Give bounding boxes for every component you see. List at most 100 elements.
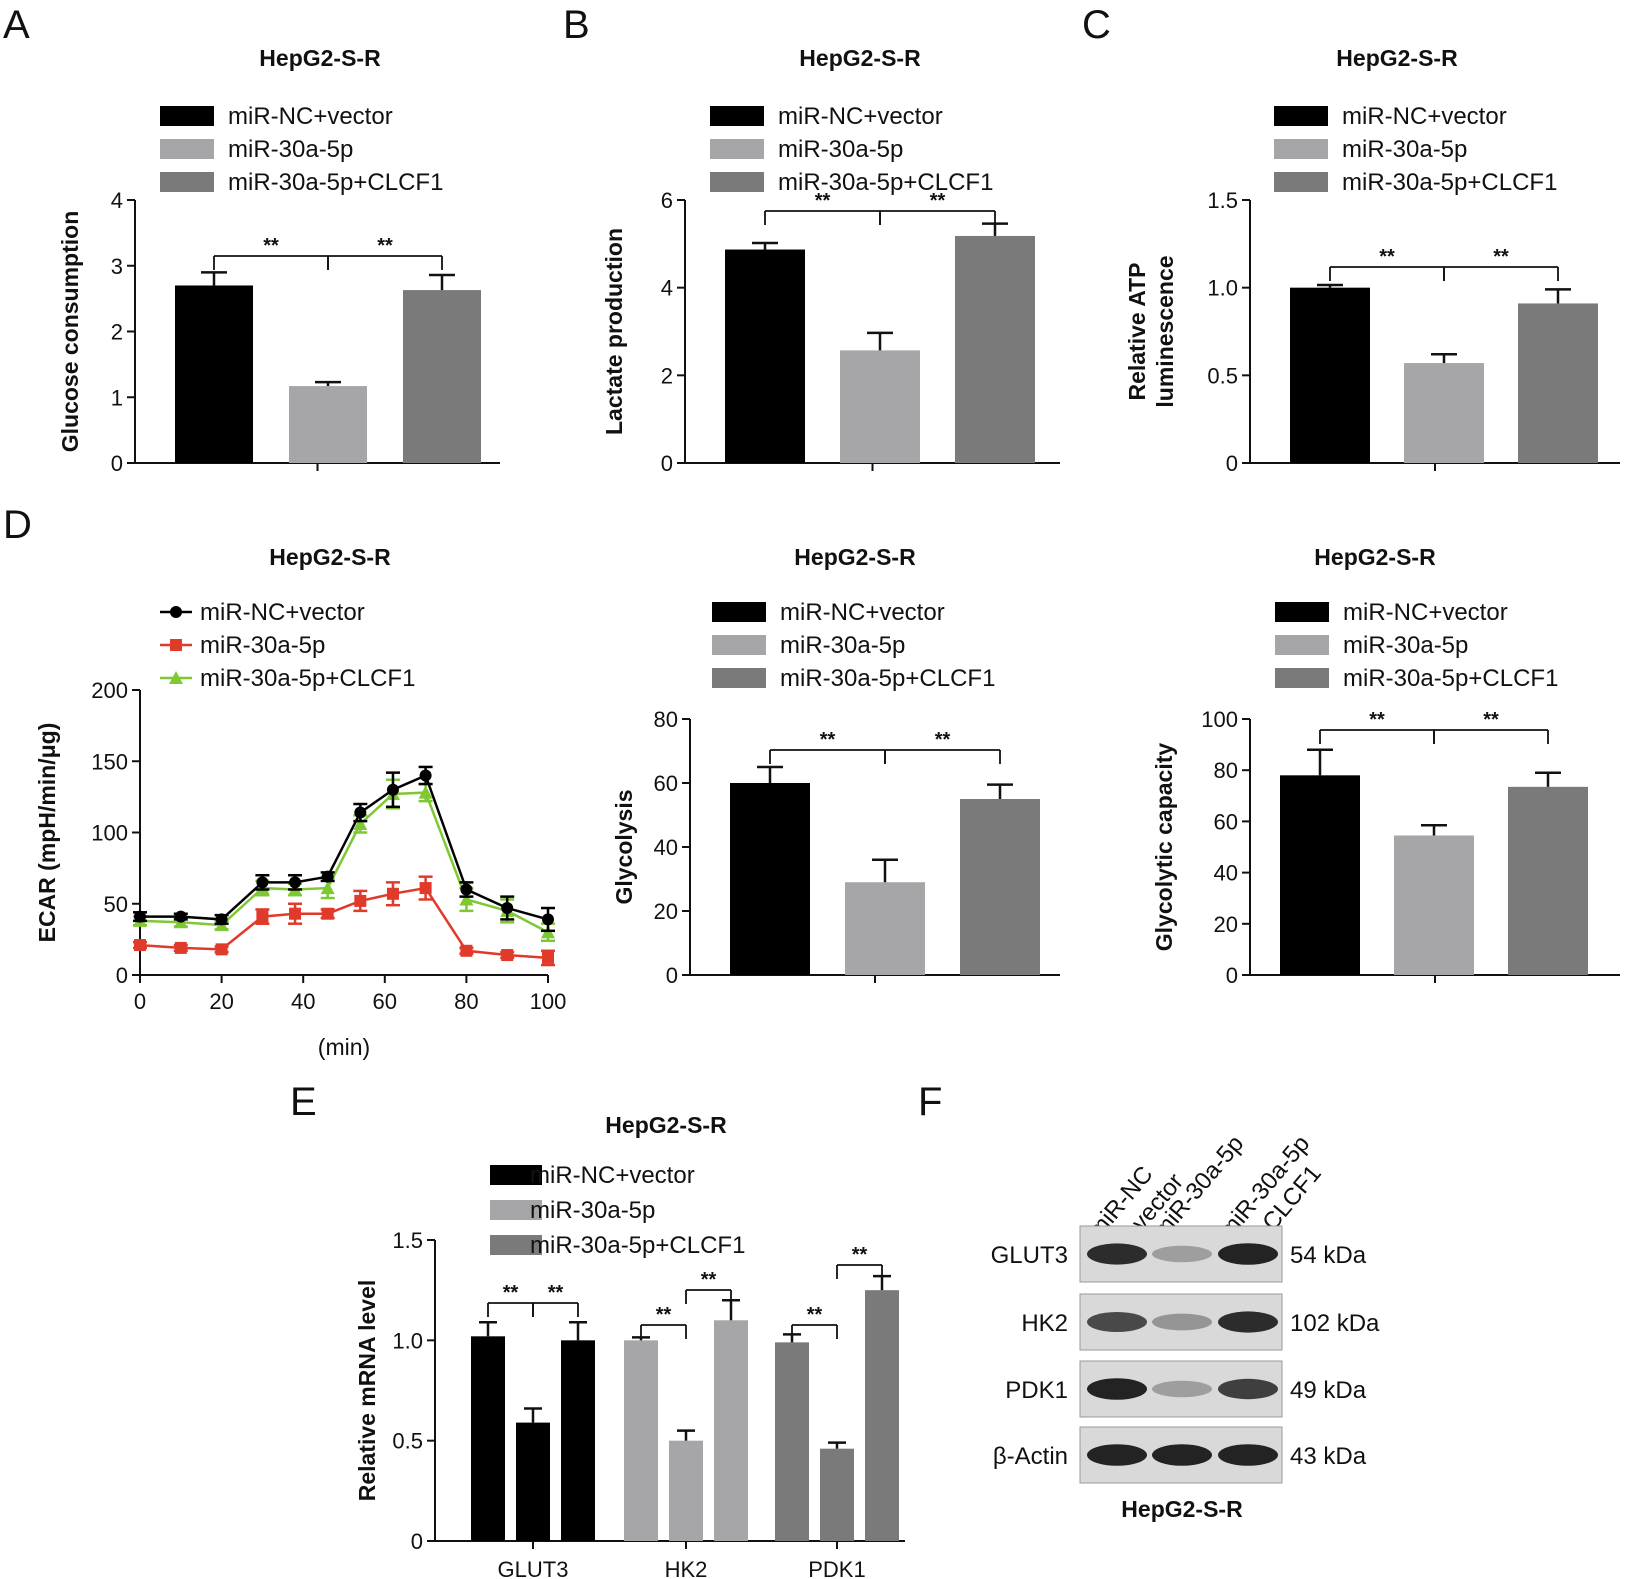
legend-label: miR-30a-5p+CLCF1 — [530, 1232, 745, 1259]
x-tick-label: 20 — [209, 989, 233, 1014]
y-tick-label: 0 — [116, 963, 128, 988]
blot-row: HK2 102 kDa — [1021, 1293, 1380, 1351]
error-bar — [1545, 288, 1571, 304]
x-tick-label: 60 — [373, 989, 397, 1014]
blot-title: HepG2-S-R — [1121, 1496, 1243, 1522]
bar-group-pdk1: PDK1 ** ** — [775, 1244, 899, 1579]
y-tick-label: 1.0 — [392, 1328, 423, 1353]
legend-swatch — [712, 602, 766, 622]
y-tick-label: 4 — [111, 188, 123, 213]
y-tick-label: 200 — [91, 678, 128, 703]
bar — [1404, 363, 1484, 463]
data-point — [354, 806, 367, 819]
legend-label: miR-30a-5p — [780, 632, 905, 659]
significance-bracket: ** — [879, 190, 996, 225]
y-tick-label: 1.5 — [392, 1228, 423, 1253]
error-bar — [1307, 748, 1333, 776]
significance-bracket: ** — [1443, 246, 1559, 281]
legend-label: miR-NC+vector — [1342, 103, 1507, 130]
chart-panel-b: HepG2-S-R miR-NC+vector miR-30a-5p miR-30a-… — [601, 45, 1060, 476]
bar — [775, 1342, 809, 1541]
x-tick-label: 0 — [134, 989, 146, 1014]
y-tick-label: 20 — [1214, 912, 1238, 937]
blot-row: β-Actin 43 kDa — [993, 1426, 1367, 1484]
significance-label: ** — [656, 1304, 672, 1326]
protein-band — [1218, 1311, 1278, 1333]
y-axis-label: Glycolysis — [611, 789, 637, 904]
data-point — [501, 949, 514, 962]
data-point — [542, 913, 554, 926]
y-tick-label: 0 — [666, 963, 678, 988]
panel-letter-f: F — [918, 1080, 942, 1124]
protein-band — [1218, 1243, 1278, 1265]
y-tick-label: 80 — [1214, 758, 1238, 783]
bar — [1394, 835, 1474, 975]
legend-swatch — [1275, 602, 1329, 622]
series-2 — [133, 875, 555, 967]
chart-title: HepG2-S-R — [794, 544, 916, 570]
legend-swatch — [710, 172, 764, 192]
y-tick-label: 20 — [654, 899, 678, 924]
y-tick-label: 0 — [1226, 963, 1238, 988]
data-point — [418, 785, 433, 799]
significance-label: ** — [807, 1304, 823, 1326]
protein-band — [1087, 1243, 1147, 1265]
bar — [840, 350, 920, 463]
error-bar — [479, 1321, 497, 1337]
significance-label: ** — [1369, 709, 1385, 731]
legend-marker — [170, 639, 182, 651]
y-tick-label: 0.5 — [1207, 363, 1238, 388]
data-point — [353, 816, 368, 830]
y-tick-label: 100 — [1201, 707, 1238, 732]
legend-label: miR-NC+vector — [778, 103, 943, 130]
y-tick-label: 1.5 — [1207, 188, 1238, 213]
chart-panel-c: HepG2-S-R miR-NC+vector miR-30a-5p miR-30a-… — [1124, 45, 1620, 476]
legend-label: miR-NC+vector — [1343, 599, 1508, 626]
bar — [516, 1422, 550, 1541]
y-tick-label: 0 — [111, 451, 123, 476]
bar — [725, 249, 805, 463]
legend-swatch — [1274, 106, 1328, 126]
chart-panel-e: HepG2-S-R miR-NC+vector miR-30a-5p miR-30a-… — [354, 1112, 905, 1579]
chart-title: HepG2-S-R — [1336, 45, 1458, 71]
legend-label: miR-30a-5p+CLCF1 — [780, 665, 995, 692]
legend-label: miR-30a-5p — [200, 632, 325, 659]
bar — [289, 386, 367, 463]
bar — [1508, 786, 1588, 975]
data-point — [289, 876, 302, 889]
y-axis-label: Glycolytic capacity — [1151, 743, 1177, 952]
legend-label: miR-30a-5p+CLCF1 — [1343, 665, 1558, 692]
legend-label: miR-30a-5p — [1342, 136, 1467, 163]
y-tick-label: 80 — [654, 707, 678, 732]
data-point — [354, 894, 367, 907]
bar — [471, 1336, 505, 1541]
data-point — [419, 769, 432, 782]
blot-row: PDK1 49 kDa — [1005, 1360, 1367, 1418]
error-bar — [757, 765, 783, 783]
bar — [714, 1320, 748, 1541]
data-point — [289, 907, 302, 920]
y-tick-label: 6 — [661, 188, 673, 213]
significance-bracket: ** — [836, 1244, 883, 1279]
protein-band — [1152, 1444, 1212, 1466]
legend-label: miR-30a-5p+CLCF1 — [778, 169, 993, 196]
data-point — [256, 876, 269, 889]
data-point — [174, 941, 187, 954]
significance-bracket: ** — [791, 1304, 838, 1339]
y-tick-label: 40 — [1214, 861, 1238, 886]
data-point — [386, 783, 399, 796]
data-point — [321, 907, 334, 920]
bar — [1518, 303, 1598, 463]
y-tick-label: 100 — [91, 821, 128, 846]
error-bar — [429, 273, 455, 291]
protein-band — [1087, 1444, 1147, 1466]
significance-bracket: ** — [769, 729, 886, 764]
blot-row: GLUT3 54 kDa — [991, 1225, 1367, 1283]
error-bar — [982, 222, 1008, 236]
error-bar — [315, 380, 341, 387]
panel-letter-e: E — [290, 1080, 317, 1124]
data-point — [256, 910, 269, 923]
protein-band — [1218, 1378, 1278, 1400]
y-tick-label: 2 — [111, 320, 123, 345]
x-axis-label: (min) — [318, 1034, 370, 1060]
